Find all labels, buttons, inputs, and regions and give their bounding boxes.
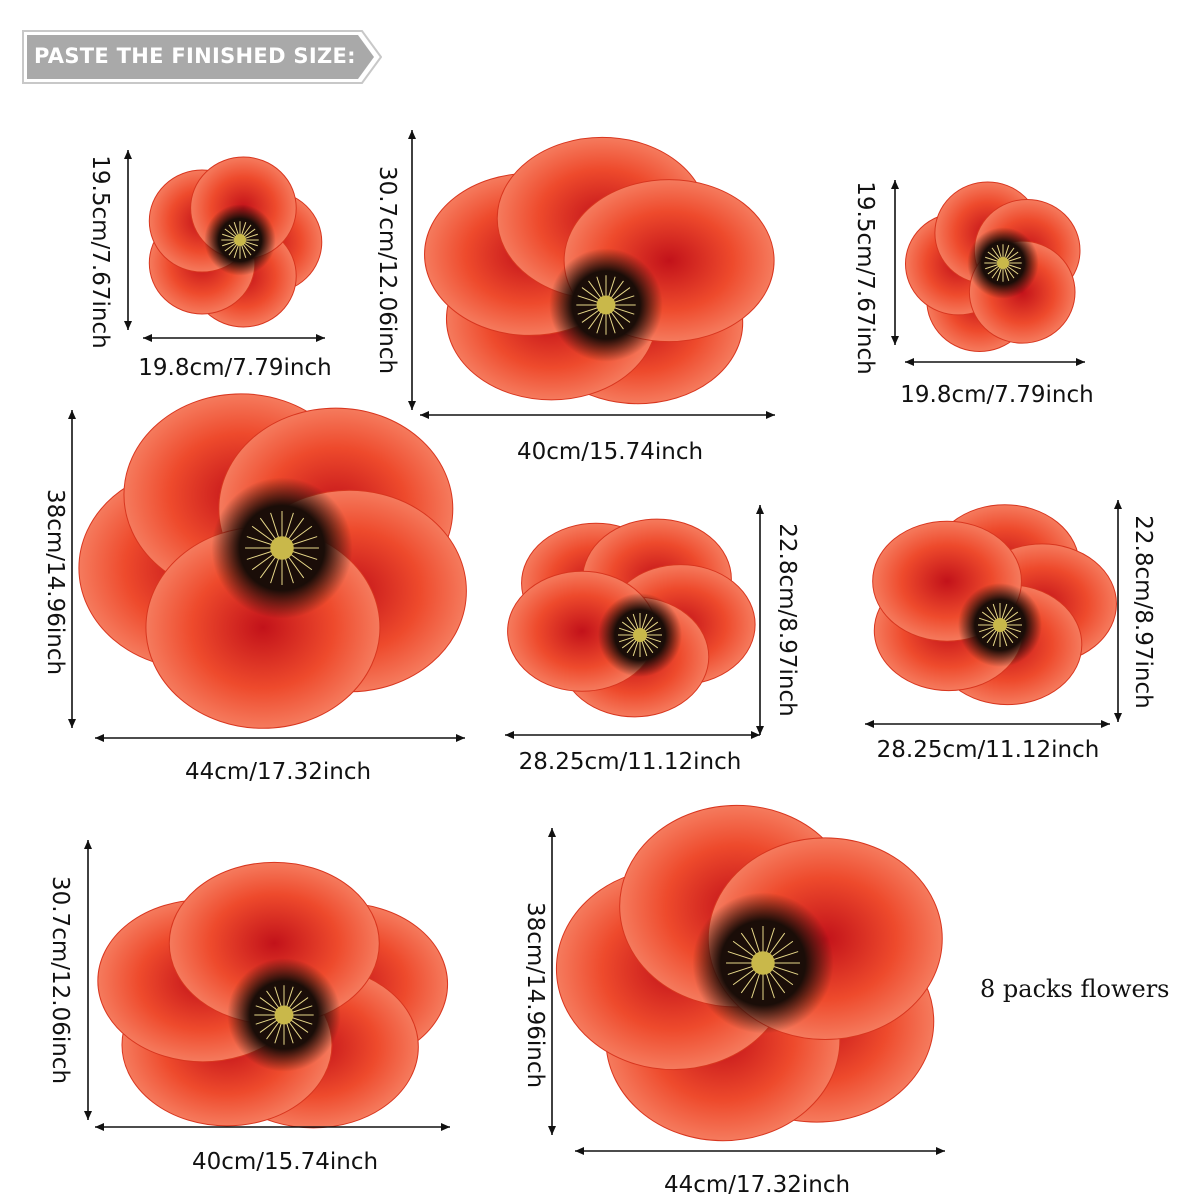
stamen — [274, 1005, 294, 1025]
poppy-flower — [97, 861, 449, 1129]
width-label: 40cm/15.74inch — [516, 439, 704, 465]
height-label: 22.8cm/8.97inch — [1130, 515, 1156, 709]
poppy-flower — [555, 804, 943, 1142]
size-banner — [22, 30, 382, 84]
width-label: 44cm/17.32inch — [184, 759, 372, 785]
height-arrow — [68, 410, 76, 728]
height-label: 19.5cm/7.67inch — [852, 181, 878, 375]
width-arrow — [95, 734, 465, 742]
pack-count-note: 8 packs flowers — [980, 975, 1170, 1003]
poppy-flower — [148, 156, 323, 328]
stamen — [997, 257, 1009, 269]
width-label: 40cm/15.74inch — [191, 1149, 379, 1175]
stamen — [234, 234, 246, 246]
height-arrow — [1114, 500, 1122, 722]
height-label: 22.8cm/8.97inch — [774, 523, 800, 717]
height-arrow — [124, 150, 132, 330]
width-label: 19.8cm/7.79inch — [900, 382, 1094, 408]
stamen — [751, 951, 775, 975]
banner-text: PASTE THE FINISHED SIZE: — [34, 44, 356, 68]
width-arrow — [420, 411, 775, 419]
stamen — [270, 536, 294, 560]
poppy-flower — [424, 136, 775, 405]
height-arrow — [84, 840, 92, 1120]
height-label: 19.5cm/7.67inch — [87, 155, 113, 349]
height-arrow — [548, 828, 556, 1135]
width-arrow — [575, 1147, 945, 1155]
width-arrow — [505, 731, 760, 739]
height-arrow — [756, 505, 764, 735]
width-arrow — [143, 334, 325, 342]
poppy-flower — [78, 393, 467, 729]
width-arrow — [905, 358, 1085, 366]
poppy-flower — [904, 181, 1081, 352]
poppy-flower — [872, 504, 1117, 706]
height-label: 30.7cm/12.06inch — [374, 165, 400, 375]
width-label: 28.25cm/11.12inch — [876, 737, 1100, 763]
height-label: 38cm/14.96inch — [42, 488, 68, 676]
width-label: 28.25cm/11.12inch — [518, 749, 742, 775]
stamen — [993, 618, 1007, 632]
height-arrow — [891, 180, 899, 345]
height-label: 30.7cm/12.06inch — [47, 875, 73, 1085]
height-arrow — [408, 130, 416, 410]
width-label: 19.8cm/7.79inch — [138, 355, 332, 381]
width-arrow — [865, 720, 1110, 728]
width-arrow — [95, 1123, 450, 1131]
poppy-flower — [507, 518, 756, 718]
width-label: 44cm/17.32inch — [663, 1172, 851, 1198]
stamen — [633, 628, 647, 642]
stamen — [596, 295, 616, 315]
height-label: 38cm/14.96inch — [522, 901, 548, 1089]
